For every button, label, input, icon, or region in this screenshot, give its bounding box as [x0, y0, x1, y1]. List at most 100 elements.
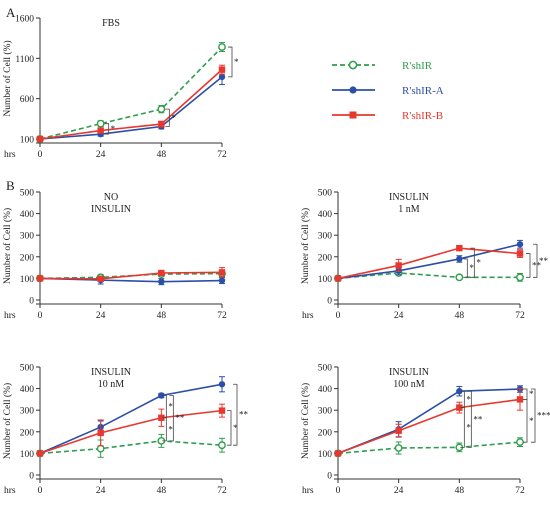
chart-title: NO [104, 192, 118, 203]
y-axis-label: Number of Cell (%) [2, 40, 13, 116]
series-line [39, 69, 223, 140]
data-point [158, 278, 165, 285]
significance-label: * [233, 423, 238, 433]
data-point [218, 43, 226, 51]
data-point [455, 273, 464, 282]
significance-label: * [476, 258, 481, 268]
x-tick-label: 48 [157, 150, 167, 160]
y-tick-label: 1600 [15, 15, 34, 25]
x-tick-label: 72 [217, 150, 227, 160]
series-r-shir-b [334, 388, 524, 457]
data-point [218, 269, 226, 276]
x-axis-label: hrs [4, 486, 16, 496]
x-axis-label: hrs [302, 311, 314, 321]
bracket-line [460, 390, 465, 409]
bracket-line [227, 410, 232, 446]
chart-5: 0 100 200 300 400 500 0 24 48 72 hrs Number of Cell… [300, 364, 550, 497]
bracket-line [162, 395, 167, 419]
significance-label: * [529, 416, 534, 426]
significance-label: ** [473, 414, 483, 424]
data-point [157, 105, 166, 114]
y-tick-label: 200 [318, 253, 333, 263]
panel-label-a: A [6, 5, 16, 20]
y-tick-label: 500 [318, 364, 333, 374]
chart-2: 0 100 200 300 400 500 0 24 48 72 hrs Number of Cell… [2, 189, 227, 322]
y-tick-label: 100 [20, 450, 35, 460]
data-point [97, 429, 104, 437]
series-r-shir-b [334, 244, 524, 282]
y-tick-label: 500 [20, 189, 35, 199]
y-tick-label: 300 [318, 232, 333, 242]
chart-title: INSULIN [389, 192, 429, 203]
bracket-line [526, 253, 531, 278]
significance-label: * [171, 113, 176, 123]
x-tick-label: 0 [38, 311, 43, 321]
series-line [39, 46, 223, 140]
y-tick-label: 500 [318, 189, 333, 199]
series-r-shir-a [36, 68, 226, 143]
y-tick-label: 0 [327, 297, 332, 307]
series-line [39, 383, 223, 455]
y-tick-label: 100 [318, 450, 333, 460]
legend-item: R'shIR [332, 60, 433, 72]
significance-bracket: ** [533, 243, 549, 278]
panel-label-b: B [6, 178, 15, 193]
significance-label: * [111, 124, 116, 134]
y-axis-label: Number of Cell (%) [2, 208, 13, 284]
significance-label: ** [239, 410, 249, 420]
data-point [158, 120, 165, 128]
legend-item: R'shIR-A [332, 85, 444, 97]
y-tick-label: 300 [20, 232, 35, 242]
y-tick-label: 100 [20, 275, 35, 285]
bracket-line [228, 46, 233, 78]
significance-bracket: *** [531, 388, 550, 443]
data-point [456, 387, 463, 395]
significance-label: ** [539, 256, 549, 266]
legend-marker [349, 111, 357, 119]
series-r-shir [36, 433, 226, 458]
significance-bracket: * [162, 417, 173, 442]
bracket-line [460, 407, 465, 448]
data-point [96, 444, 105, 453]
data-point [516, 438, 524, 447]
legend-marker [348, 60, 358, 70]
chart-title: 10 nM [98, 379, 125, 390]
x-tick-label: 72 [217, 486, 227, 496]
y-tick-label: 0 [29, 297, 34, 307]
bracket-line [165, 108, 170, 127]
data-point [97, 127, 104, 134]
significance-bracket: * [523, 399, 534, 443]
significance-label: * [466, 394, 471, 404]
x-tick-label: 24 [96, 311, 106, 321]
data-point [516, 250, 524, 257]
data-point [158, 269, 165, 277]
significance-bracket: ** [169, 395, 185, 442]
chart-title: 100 nM [393, 379, 425, 390]
y-tick-label: 200 [20, 253, 35, 263]
x-tick-label: 48 [157, 486, 167, 496]
y-tick-label: 400 [20, 210, 35, 220]
data-point [394, 444, 403, 452]
data-point [36, 135, 44, 143]
data-point [516, 273, 524, 282]
chart-title: INSULIN [91, 204, 131, 215]
data-point [456, 404, 463, 411]
y-axis-label: Number of Cell (%) [2, 383, 13, 459]
significance-bracket: * [165, 108, 176, 127]
x-tick-label: 24 [394, 486, 404, 496]
y-tick-label: 0 [327, 472, 332, 482]
x-tick-label: 0 [336, 486, 341, 496]
significance-bracket: * [460, 390, 471, 409]
y-tick-label: 100 [20, 136, 35, 146]
y-tick-label: 600 [20, 95, 35, 105]
significance-label: * [234, 57, 239, 67]
legend-label: R'shIR-B [402, 110, 443, 122]
significance-bracket: * [228, 46, 239, 78]
series-r-shir-b [36, 64, 226, 143]
data-point [395, 262, 402, 269]
significance-label: *** [537, 411, 550, 421]
significance-bracket: * [523, 388, 534, 400]
data-point [36, 275, 44, 282]
data-point [218, 407, 226, 414]
data-point [456, 244, 463, 252]
